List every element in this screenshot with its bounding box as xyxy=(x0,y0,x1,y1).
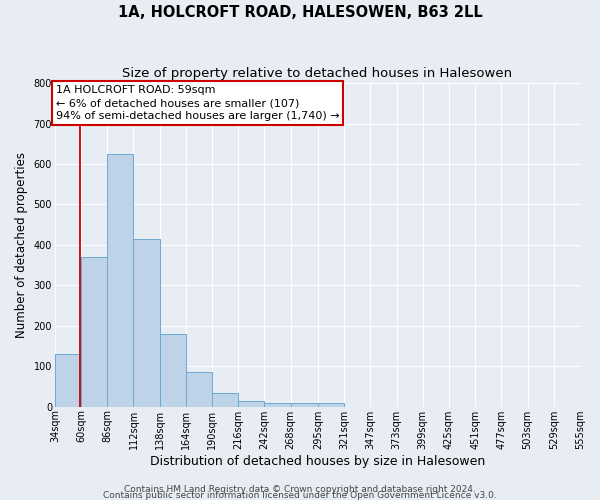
Bar xyxy=(318,402,344,406)
Y-axis label: Number of detached properties: Number of detached properties xyxy=(15,152,28,338)
Title: Size of property relative to detached houses in Halesowen: Size of property relative to detached ho… xyxy=(122,68,512,80)
Bar xyxy=(55,354,81,406)
Bar xyxy=(265,402,291,406)
Text: 1A HOLCROFT ROAD: 59sqm
← 6% of detached houses are smaller (107)
94% of semi-de: 1A HOLCROFT ROAD: 59sqm ← 6% of detached… xyxy=(56,85,340,122)
Text: Contains HM Land Registry data © Crown copyright and database right 2024.: Contains HM Land Registry data © Crown c… xyxy=(124,484,476,494)
Bar xyxy=(160,334,186,406)
Bar xyxy=(107,154,133,406)
Text: 1A, HOLCROFT ROAD, HALESOWEN, B63 2LL: 1A, HOLCROFT ROAD, HALESOWEN, B63 2LL xyxy=(118,5,482,20)
Bar xyxy=(291,402,318,406)
X-axis label: Distribution of detached houses by size in Halesowen: Distribution of detached houses by size … xyxy=(150,454,485,468)
Text: Contains public sector information licensed under the Open Government Licence v3: Contains public sector information licen… xyxy=(103,490,497,500)
Bar xyxy=(81,257,107,406)
Bar xyxy=(238,400,265,406)
Bar xyxy=(133,239,160,406)
Bar xyxy=(186,372,212,406)
Bar xyxy=(212,392,238,406)
